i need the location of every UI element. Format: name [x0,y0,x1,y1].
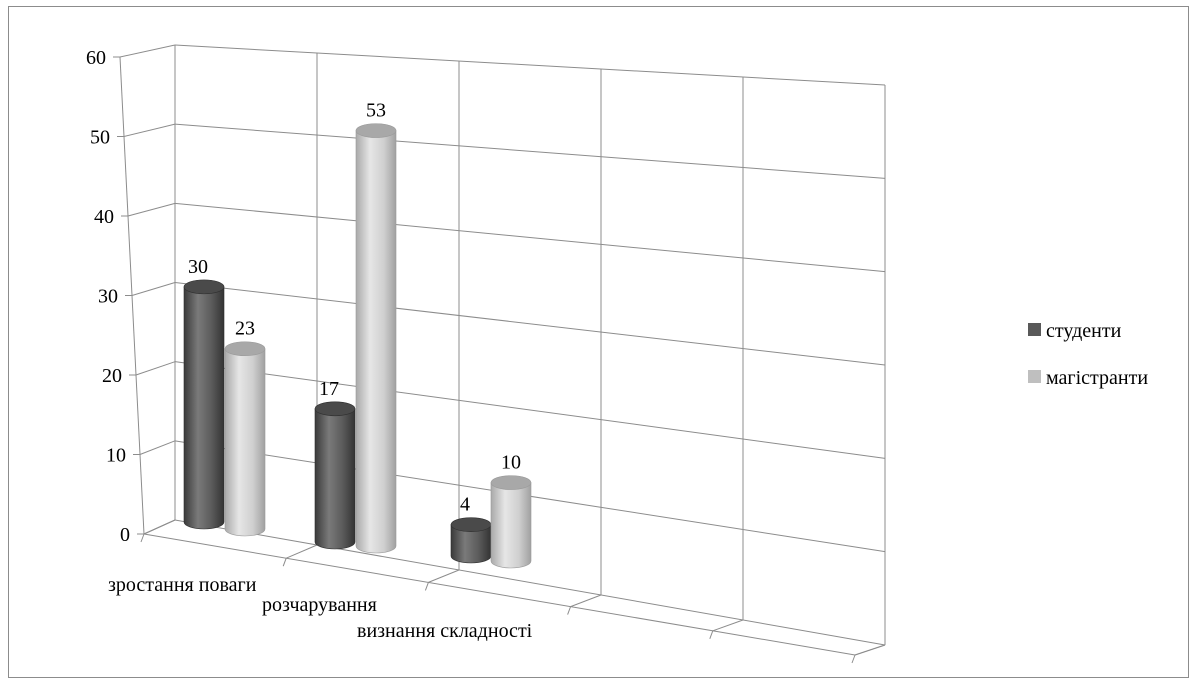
y-tick-label-1: 10 [106,445,126,467]
y-axis-line [119,56,145,535]
x-axis-line [143,533,856,656]
x-tick-mark-4 [709,630,714,639]
gridline-back-2 [174,361,886,459]
x-tick-mark-3 [567,606,572,615]
x-tick-mark-0 [140,533,145,543]
x-tick-mark-5 [851,654,856,664]
bar-body-1-2 [490,482,532,569]
gridline-side-4 [127,202,176,217]
data-label-1-1: 53 [366,100,386,122]
gridline-side-1 [139,440,176,455]
floor-divider-3 [570,594,602,608]
data-label-0-0: 30 [188,256,208,278]
legend-swatch-series-0 [1028,323,1041,336]
data-label-1-0: 23 [235,318,255,340]
legend: студенти магістранти [1028,320,1148,389]
bar-top-1-1 [355,123,397,138]
bar-body-1-1 [355,130,397,554]
bar-0-2 [450,517,492,564]
bar-1-0 [224,341,266,537]
gridline-side-5 [123,123,176,137]
bar-top-0-1 [314,401,356,417]
floor-right-edge [854,644,886,656]
bar-top-0-0 [183,279,225,295]
bar-0-1 [314,401,356,550]
bar-1-2 [490,475,532,569]
floor-divider-4 [712,619,744,632]
gridline-side-2 [135,361,176,376]
x-tick-mark-2 [424,582,429,591]
gridline-back-6 [174,44,886,86]
x-category-label-1: розчарування [262,594,377,616]
data-label-1-2: 10 [501,452,521,474]
gridline-back-4 [174,202,886,273]
bar-top-0-2 [450,517,492,532]
floor-divider-1 [286,544,318,559]
bar-body-1-0 [224,348,266,537]
legend-swatch-series-1 [1028,370,1041,383]
x-category-label-0: зростання поваги [108,574,257,596]
y-tick-label-3: 30 [98,286,118,308]
bar-body-0-0 [183,286,225,530]
y-tick-label-0: 0 [120,524,130,546]
data-label-0-2: 4 [460,494,470,516]
grid-layer [119,44,886,656]
gridline-side-3 [131,282,176,296]
legend-label-series-1: магістранти [1046,367,1148,389]
gridline-side-6 [119,44,176,58]
y-tick-label-2: 20 [102,365,122,387]
bar-body-0-1 [314,408,356,550]
bar-top-1-0 [224,341,266,357]
legend-label-series-0: студенти [1046,320,1122,342]
y-tick-label-6: 60 [86,47,106,69]
y-tick-label-4: 40 [94,206,114,228]
gridline-back-0 [174,519,886,646]
y-tick-label-5: 50 [90,127,110,149]
floor-divider-0 [143,519,176,535]
gridline-back-5 [174,123,886,179]
x-tick-mark-1 [282,558,287,567]
floor-divider-2 [428,569,460,583]
bars-layer: 30 17 4 23 53 10 [183,100,532,569]
x-category-label-2: визнання складності [357,620,533,642]
bar-0-0 [183,279,225,530]
gridline-back-3 [174,282,886,366]
bar-1-1 [355,123,397,554]
axis-layer: 0 10 20 30 40 50 60 зростання повагирозчаруванн… [86,47,886,664]
data-label-0-1: 17 [319,378,339,400]
bar-top-1-2 [490,475,532,490]
